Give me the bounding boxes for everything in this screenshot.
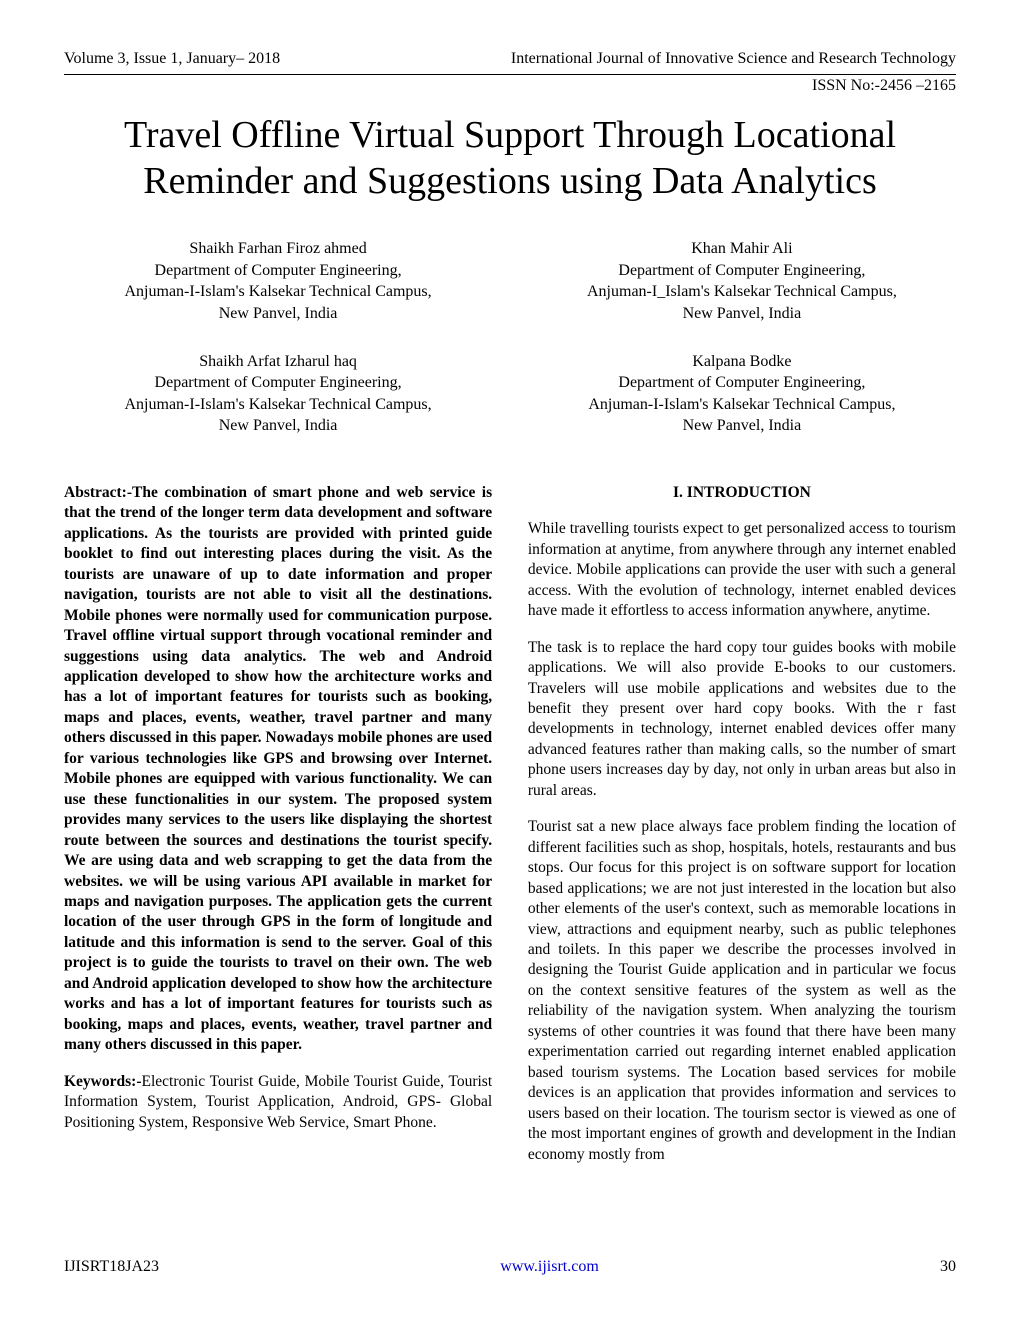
footer-left: IJISRT18JA23: [64, 1258, 159, 1276]
abstract-paragraph: Abstract:-The combination of smart phone…: [64, 483, 492, 1056]
intro-paragraph: While travelling tourists expect to get …: [528, 519, 956, 621]
intro-paragraph: Tourist sat a new place always face prob…: [528, 817, 956, 1165]
author-block: Kalpana Bodke Department of Computer Eng…: [528, 351, 956, 437]
footer-page-number: 30: [940, 1258, 956, 1276]
issn-line: ISSN No:-2456 –2165: [64, 77, 956, 95]
two-column-body: Abstract:-The combination of smart phone…: [64, 483, 956, 1181]
author-block: Shaikh Arfat Izharul haq Department of C…: [64, 351, 492, 437]
abstract-label: Abstract:-: [64, 484, 132, 501]
author-dept: Department of Computer Engineering,: [64, 260, 492, 282]
authors-row-2: Shaikh Arfat Izharul haq Department of C…: [64, 351, 956, 437]
author-name: Shaikh Farhan Firoz ahmed: [64, 238, 492, 260]
author-name: Shaikh Arfat Izharul haq: [64, 351, 492, 373]
section-heading-introduction: I. INTRODUCTION: [528, 483, 956, 503]
keywords-label: Keywords:-: [64, 1073, 142, 1090]
author-dept: Department of Computer Engineering,: [64, 372, 492, 394]
author-inst: Anjuman-I_Islam's Kalsekar Technical Cam…: [528, 281, 956, 303]
header-rule: [64, 74, 956, 75]
author-block: Shaikh Farhan Firoz ahmed Department of …: [64, 238, 492, 324]
right-column: I. INTRODUCTION While travelling tourist…: [528, 483, 956, 1181]
author-inst: Anjuman-I-Islam's Kalsekar Technical Cam…: [528, 394, 956, 416]
author-name: Kalpana Bodke: [528, 351, 956, 373]
author-inst: Anjuman-I-Islam's Kalsekar Technical Cam…: [64, 394, 492, 416]
paper-title: Travel Offline Virtual Support Through L…: [64, 113, 956, 204]
running-header: Volume 3, Issue 1, January– 2018 Interna…: [64, 50, 956, 68]
author-name: Khan Mahir Ali: [528, 238, 956, 260]
author-block: Khan Mahir Ali Department of Computer En…: [528, 238, 956, 324]
author-loc: New Panvel, India: [528, 303, 956, 325]
author-loc: New Panvel, India: [64, 415, 492, 437]
header-right: International Journal of Innovative Scie…: [511, 50, 956, 68]
page-footer: IJISRT18JA23 www.ijisrt.com 30: [64, 1258, 956, 1276]
author-dept: Department of Computer Engineering,: [528, 260, 956, 282]
header-left: Volume 3, Issue 1, January– 2018: [64, 50, 280, 68]
author-inst: Anjuman-I-Islam's Kalsekar Technical Cam…: [64, 281, 492, 303]
author-loc: New Panvel, India: [528, 415, 956, 437]
keywords-paragraph: Keywords:-Electronic Tourist Guide, Mobi…: [64, 1072, 492, 1133]
authors-row-1: Shaikh Farhan Firoz ahmed Department of …: [64, 238, 956, 324]
author-dept: Department of Computer Engineering,: [528, 372, 956, 394]
left-column: Abstract:-The combination of smart phone…: [64, 483, 492, 1181]
abstract-body: The combination of smart phone and web s…: [64, 484, 492, 1053]
author-loc: New Panvel, India: [64, 303, 492, 325]
intro-paragraph: The task is to replace the hard copy tou…: [528, 638, 956, 802]
footer-center-link[interactable]: www.ijisrt.com: [500, 1258, 599, 1276]
